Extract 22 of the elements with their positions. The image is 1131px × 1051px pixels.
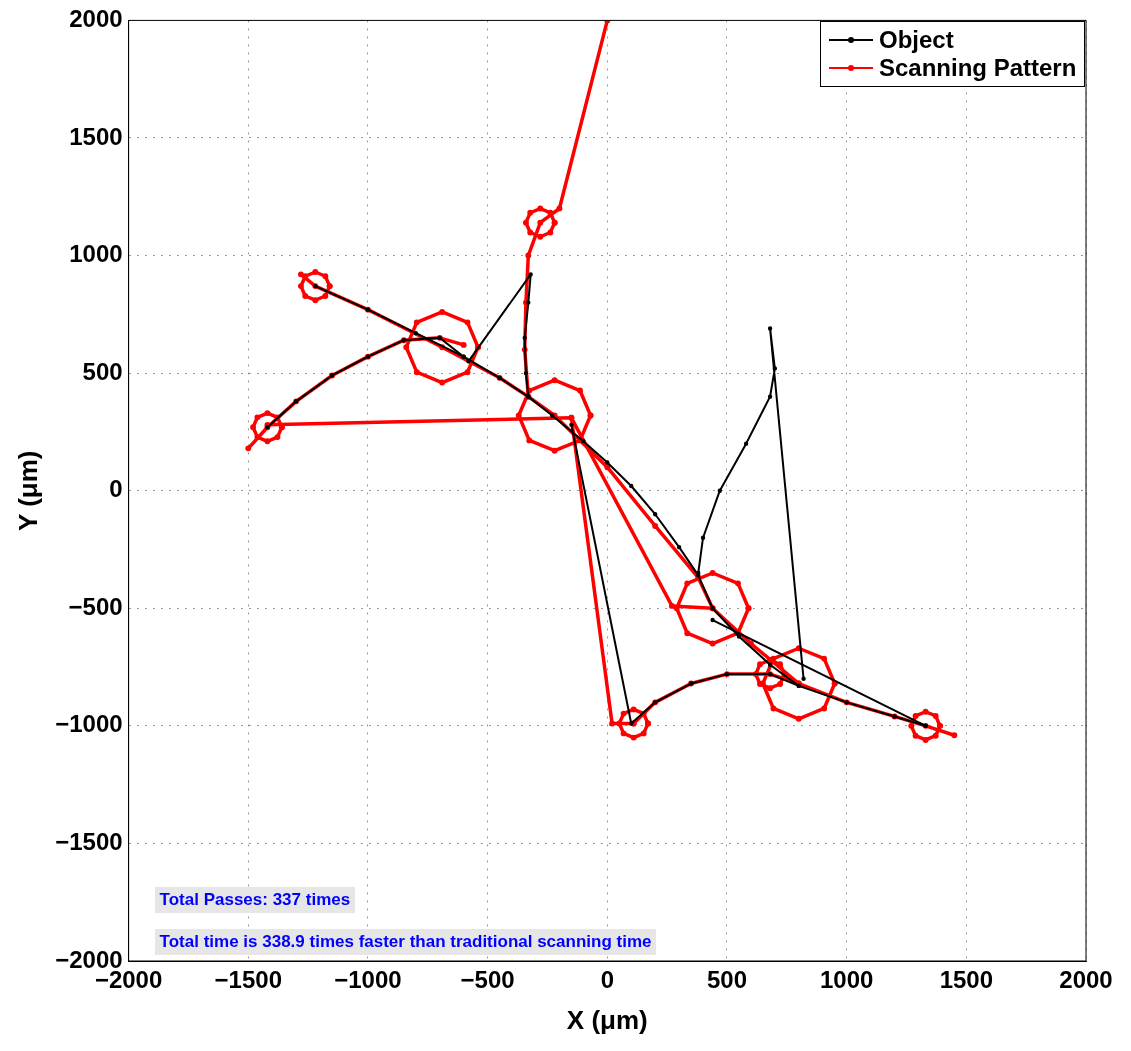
x-tick-label: 500: [706, 966, 747, 994]
x-tick-label: 1500: [939, 966, 994, 994]
y-tick-label: 1000: [69, 240, 123, 268]
x-tick-label: 0: [600, 966, 614, 994]
x-tick-label: 1000: [819, 966, 874, 994]
x-tick-label: −500: [460, 966, 515, 994]
y-tick-label: 1500: [69, 122, 123, 150]
x-tick-label: −1000: [334, 966, 402, 994]
y-tick-label: −1000: [55, 710, 123, 738]
y-tick-label: 2000: [69, 5, 123, 33]
y-tick-label: −1500: [55, 828, 123, 856]
legend-label: Scanning Pattern: [879, 54, 1077, 83]
x-axis-title: X (μm): [566, 1004, 648, 1035]
y-axis-title: Y (μm): [12, 450, 43, 531]
y-tick-label: 500: [82, 357, 123, 385]
x-tick-label: 2000: [1059, 966, 1113, 994]
annotation: Total Passes: 337 times: [154, 887, 356, 913]
legend-label: Object: [879, 26, 954, 55]
x-tick-label: −1500: [214, 966, 282, 994]
y-tick-label: 0: [109, 475, 123, 503]
y-tick-label: −500: [68, 592, 123, 620]
annotation: Total time is 338.9 times faster than traditional scanning time: [154, 929, 657, 955]
